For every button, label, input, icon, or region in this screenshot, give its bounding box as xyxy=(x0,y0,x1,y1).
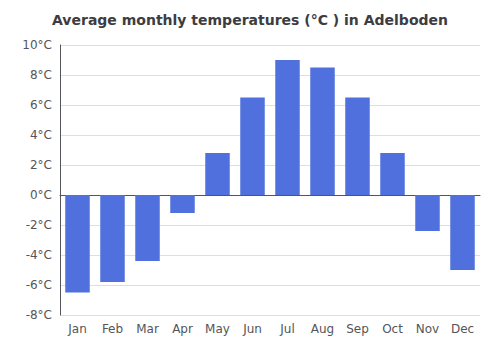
svg-text:Feb: Feb xyxy=(102,322,123,336)
svg-text:8°C: 8°C xyxy=(30,68,52,82)
svg-text:Oct: Oct xyxy=(382,322,403,336)
svg-text:Nov: Nov xyxy=(416,322,439,336)
svg-text:10°C: 10°C xyxy=(22,38,52,52)
svg-text:2°C: 2°C xyxy=(30,158,52,172)
svg-text:6°C: 6°C xyxy=(30,98,52,112)
svg-text:-4°C: -4°C xyxy=(26,248,52,262)
svg-text:Mar: Mar xyxy=(136,322,159,336)
svg-text:Apr: Apr xyxy=(172,322,193,336)
svg-text:Dec: Dec xyxy=(451,322,474,336)
svg-text:May: May xyxy=(205,322,230,336)
svg-text:Jan: Jan xyxy=(67,322,87,336)
svg-text:Aug: Aug xyxy=(311,322,334,336)
svg-text:-2°C: -2°C xyxy=(26,218,52,232)
svg-text:Average monthly temperatures (: Average monthly temperatures (°C ) in Ad… xyxy=(52,12,448,28)
svg-text:Sep: Sep xyxy=(346,322,369,336)
svg-text:Jul: Jul xyxy=(279,322,294,336)
svg-text:0°C: 0°C xyxy=(30,188,52,202)
svg-text:4°C: 4°C xyxy=(30,128,52,142)
svg-text:-8°C: -8°C xyxy=(26,308,52,322)
svg-text:-6°C: -6°C xyxy=(26,278,52,292)
svg-text:Jun: Jun xyxy=(242,322,262,336)
